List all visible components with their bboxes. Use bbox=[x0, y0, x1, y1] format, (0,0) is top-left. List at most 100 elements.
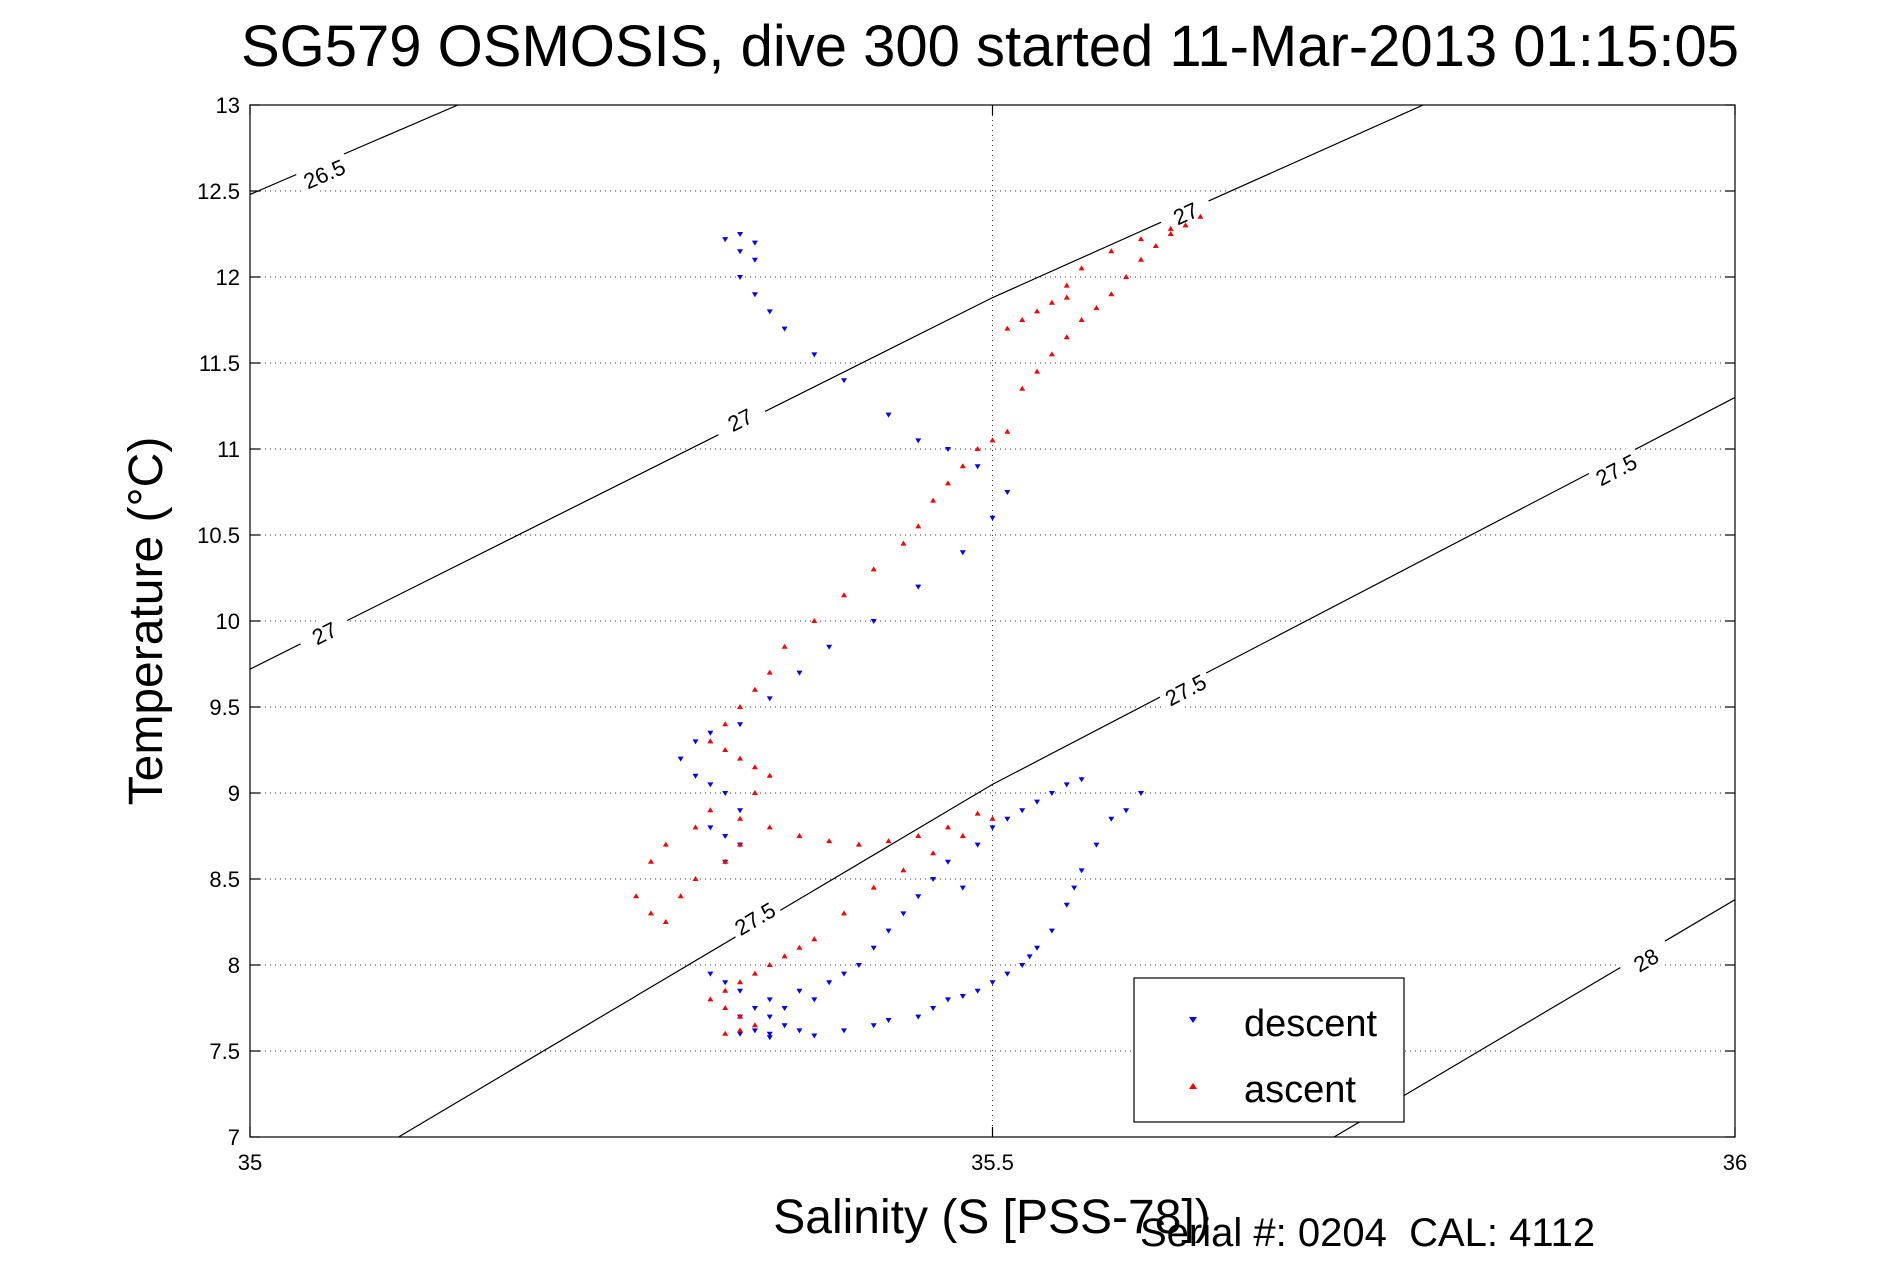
y-axis-label: Temperature (°C) bbox=[120, 437, 173, 806]
ascent-point bbox=[751, 790, 758, 795]
legend-descent-marker bbox=[1189, 1017, 1197, 1023]
y-tick-label: 12 bbox=[216, 265, 240, 290]
ascent-point bbox=[1048, 299, 1055, 305]
y-tick-label: 13 bbox=[216, 93, 240, 118]
ascent-point bbox=[1197, 213, 1204, 219]
ascent-point bbox=[915, 833, 922, 838]
ascent-point bbox=[662, 919, 669, 924]
y-tick-label: 9.5 bbox=[209, 695, 240, 720]
descent-point bbox=[766, 997, 773, 1003]
descent-point bbox=[974, 464, 981, 470]
ascent-point bbox=[737, 1027, 744, 1033]
descent-point bbox=[677, 756, 684, 762]
ascent-point bbox=[870, 884, 877, 890]
ascent-point bbox=[811, 618, 818, 623]
descent-point bbox=[737, 232, 744, 237]
ascent-point bbox=[751, 970, 758, 976]
ascent-point bbox=[751, 686, 758, 692]
descent-point bbox=[737, 1031, 744, 1037]
ascent-point bbox=[944, 480, 951, 486]
descent-point bbox=[737, 988, 744, 994]
ascent-point bbox=[944, 824, 951, 830]
chart-title: SG579 OSMOSIS, dive 300 started 11-Mar-2… bbox=[241, 14, 1739, 79]
y-tick-label: 11 bbox=[217, 437, 240, 462]
descent-point bbox=[766, 1035, 773, 1041]
descent-point bbox=[737, 722, 744, 728]
descent-point bbox=[900, 911, 907, 917]
y-tick-label: 11.5 bbox=[199, 351, 240, 376]
descent-point bbox=[1048, 928, 1055, 934]
ascent-point bbox=[692, 876, 699, 881]
descent-point bbox=[885, 928, 892, 934]
descent-point bbox=[722, 791, 729, 796]
descent-point bbox=[959, 993, 966, 999]
y-tick-label: 8 bbox=[228, 953, 240, 978]
ascent-point bbox=[1167, 225, 1174, 231]
ascent-point bbox=[766, 824, 773, 830]
ascent-point bbox=[707, 996, 714, 1002]
ascent-point bbox=[662, 841, 669, 847]
descent-point bbox=[796, 1028, 803, 1034]
y-tick-label: 10 bbox=[216, 609, 240, 634]
descent-point bbox=[1034, 799, 1041, 805]
descent-point bbox=[737, 275, 744, 280]
ascent-point bbox=[737, 1013, 744, 1019]
ascent-point bbox=[692, 824, 699, 830]
ascent-point bbox=[870, 566, 877, 572]
ascent-point bbox=[737, 755, 744, 761]
descent-point bbox=[826, 980, 833, 986]
contour-label-bg bbox=[1616, 934, 1676, 986]
ascent-point bbox=[751, 1022, 758, 1028]
ascent-point bbox=[633, 893, 640, 899]
serial-cal-footer: Serial #: 0204 CAL: 4112 bbox=[1140, 1211, 1595, 1255]
descent-point bbox=[1123, 808, 1130, 814]
ascent-point bbox=[722, 987, 729, 993]
descent-point bbox=[944, 997, 951, 1003]
descent-point bbox=[944, 447, 951, 452]
descent-point bbox=[766, 1031, 773, 1037]
descent-point bbox=[1138, 791, 1144, 796]
legend-box bbox=[1133, 977, 1405, 1123]
ascent-point bbox=[722, 721, 729, 727]
descent-point bbox=[870, 945, 877, 951]
legend-ascent-label: ascent bbox=[1244, 1069, 1356, 1111]
descent-point bbox=[974, 988, 981, 994]
descent-point bbox=[989, 980, 996, 986]
ascent-point bbox=[766, 772, 773, 778]
ascent-point bbox=[1152, 243, 1159, 249]
ascent-point bbox=[722, 1030, 729, 1036]
ascent-point bbox=[737, 841, 744, 847]
ascent-point bbox=[1138, 256, 1144, 262]
descent-point bbox=[796, 670, 803, 676]
contour-label-bg bbox=[1156, 665, 1216, 715]
descent-point bbox=[915, 438, 922, 444]
ascent-point bbox=[930, 497, 937, 503]
ascent-point bbox=[826, 838, 833, 844]
ascent-point bbox=[915, 523, 922, 529]
descent-point bbox=[1034, 945, 1041, 951]
legend: descent ascent bbox=[1133, 977, 1405, 1123]
descent-point bbox=[841, 1028, 847, 1034]
ascent-point bbox=[1108, 291, 1115, 297]
legend-ascent-marker bbox=[1189, 1083, 1197, 1089]
descent-point bbox=[1019, 808, 1026, 814]
descent-point bbox=[707, 825, 714, 831]
descent-point bbox=[781, 326, 788, 332]
ascent-point bbox=[989, 815, 996, 821]
descent-point bbox=[1078, 777, 1085, 783]
descent-point bbox=[915, 1014, 922, 1020]
ascent-point bbox=[900, 540, 907, 546]
descent-point bbox=[751, 240, 758, 246]
descent-point bbox=[751, 292, 758, 298]
ascent-point bbox=[781, 953, 788, 959]
ascent-point bbox=[1093, 304, 1100, 310]
descent-point bbox=[707, 971, 714, 977]
descent-point bbox=[989, 515, 996, 521]
ascent-point bbox=[737, 979, 744, 985]
descent-point bbox=[1004, 816, 1011, 822]
descent-point bbox=[751, 1028, 758, 1034]
descent-point bbox=[959, 885, 966, 891]
descent-point bbox=[915, 894, 922, 900]
y-tick-label: 12.5 bbox=[197, 179, 240, 204]
